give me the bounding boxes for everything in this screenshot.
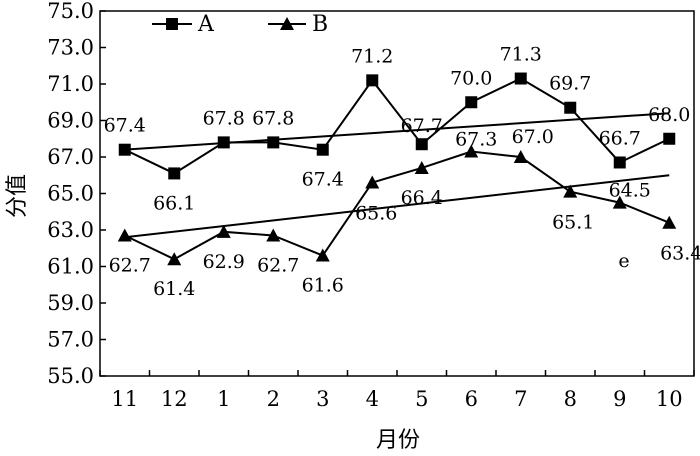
x-tick-label: 9 xyxy=(613,387,626,411)
point-A xyxy=(415,138,428,151)
data-label-A: 67.4 xyxy=(104,115,146,137)
data-label-B: 67.0 xyxy=(512,126,554,148)
x-tick-label: 7 xyxy=(514,387,527,411)
x-tick-label: 8 xyxy=(564,387,577,411)
point-B xyxy=(414,160,429,174)
y-tick-label: 75.0 xyxy=(47,0,94,23)
point-B xyxy=(117,228,132,242)
data-label-B: 66.4 xyxy=(401,187,443,209)
point-A xyxy=(267,136,280,149)
point-A xyxy=(465,96,478,109)
data-label-B: 62.7 xyxy=(257,254,299,276)
y-tick-label: 71.0 xyxy=(47,72,94,96)
data-label-A: 66.7 xyxy=(599,127,641,149)
point-B xyxy=(563,184,578,198)
x-tick-label: 12 xyxy=(161,387,188,411)
y-tick-label: 73.0 xyxy=(47,36,94,60)
data-label-A: 66.1 xyxy=(153,192,195,214)
data-label-B: 61.4 xyxy=(153,278,195,300)
point-B xyxy=(266,228,281,242)
x-tick-label: 1 xyxy=(217,387,230,411)
x-tick-label: 3 xyxy=(316,387,329,411)
legend-label-B: B xyxy=(312,12,328,37)
data-label-B: 63.4 xyxy=(660,243,700,265)
data-label-B: 65.6 xyxy=(355,203,397,225)
point-B xyxy=(662,215,677,229)
data-label-B: 61.6 xyxy=(302,275,344,297)
legend-marker-A xyxy=(166,18,178,30)
x-axis-title: 月份 xyxy=(376,428,420,453)
point-A xyxy=(613,156,626,169)
data-label-A: 67.8 xyxy=(203,107,245,129)
point-B xyxy=(315,248,330,262)
series-line-B xyxy=(124,150,670,261)
point-A xyxy=(217,136,230,149)
y-tick-label: 55.0 xyxy=(47,364,94,388)
data-label-A: 67.4 xyxy=(302,169,344,191)
y-tick-label: 65.0 xyxy=(47,182,94,206)
legend-marker-B xyxy=(280,17,294,30)
data-label-B: 64.5 xyxy=(609,180,651,202)
trend-line-B xyxy=(124,174,670,239)
point-A xyxy=(118,143,131,156)
y-axis-title: 分值 xyxy=(5,174,30,218)
data-label-A: 67.8 xyxy=(252,107,294,129)
trend-line-A xyxy=(124,112,670,151)
data-label-A: 68.0 xyxy=(648,104,690,126)
y-tick-label: 67.0 xyxy=(47,145,94,169)
point-B xyxy=(216,224,231,238)
x-tick-label: 2 xyxy=(267,387,280,411)
point-A xyxy=(316,143,329,156)
data-labels: 67.4 66.1 67.8 67.8 67.4 71.2 67.7 70.0 71.3 69.7… xyxy=(104,44,700,301)
point-B xyxy=(167,252,182,266)
point-A xyxy=(514,72,527,85)
y-tick-label: 61.0 xyxy=(47,255,94,279)
data-label-A: 70.0 xyxy=(450,67,492,89)
point-B xyxy=(464,144,479,158)
point-A xyxy=(168,167,181,180)
x-tick-label: 4 xyxy=(366,387,379,411)
point-B xyxy=(612,195,627,209)
point-B xyxy=(365,175,380,189)
point-A xyxy=(663,132,676,145)
annotation-e: e xyxy=(618,250,629,272)
legend-label-A: A xyxy=(197,12,215,37)
y-tick-label: 63.0 xyxy=(47,218,94,242)
point-A xyxy=(564,101,577,114)
series-group xyxy=(117,72,677,266)
y-tick-label: 59.0 xyxy=(47,291,94,315)
data-label-A: 71.2 xyxy=(351,45,393,67)
x-tick-label: 11 xyxy=(111,387,138,411)
data-label-B: 67.3 xyxy=(455,129,497,151)
series-line-A xyxy=(124,77,670,175)
x-tick-label: 10 xyxy=(656,387,683,411)
data-label-B: 65.1 xyxy=(552,212,594,234)
x-tick-label: 5 xyxy=(415,387,428,411)
data-label-B: 62.9 xyxy=(203,251,245,273)
point-A xyxy=(366,74,379,87)
data-label-B: 62.7 xyxy=(109,254,151,276)
x-tick-label: 6 xyxy=(465,387,478,411)
y-tick-label: 57.0 xyxy=(47,328,94,352)
data-label-A: 67.7 xyxy=(401,115,443,137)
y-tick-label: 69.0 xyxy=(47,109,94,133)
trend-lines xyxy=(124,112,670,239)
data-label-A: 69.7 xyxy=(549,73,591,95)
point-B xyxy=(513,150,528,163)
ticks: 55.0 57.0 59.0 61.0 63.0 65.0 67.0 69.0 71.0 73.0… xyxy=(47,0,695,411)
data-label-A: 71.3 xyxy=(500,44,542,66)
